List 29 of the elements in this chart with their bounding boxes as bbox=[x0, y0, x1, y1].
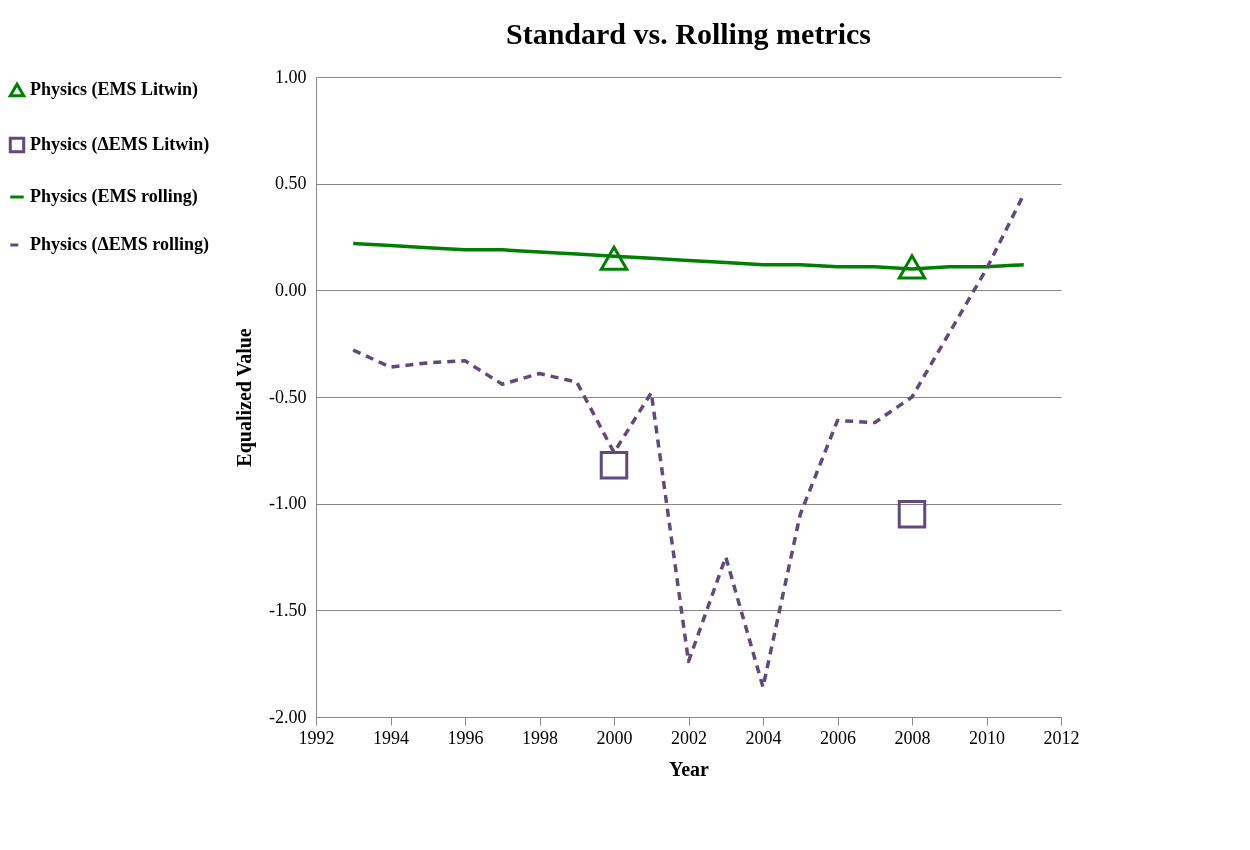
x-tick-label: 2012 bbox=[1043, 727, 1080, 748]
x-tick-label: 2002 bbox=[671, 727, 707, 748]
legend-label: Physics (ΔEMS Litwin) bbox=[30, 134, 210, 155]
x-tick-label: 1992 bbox=[298, 727, 335, 748]
y-tick-label: 1.00 bbox=[275, 66, 307, 87]
point bbox=[599, 451, 629, 480]
y-tick-label: -1.50 bbox=[269, 599, 307, 620]
legend-label: Physics (ΔEMS rolling) bbox=[30, 234, 209, 255]
x-tick-label: 2006 bbox=[820, 727, 856, 748]
legend-label: Physics (EMS Litwin) bbox=[30, 79, 199, 100]
legend-label: Physics (EMS rolling) bbox=[30, 186, 198, 207]
y-axis-title: Equalized Value bbox=[233, 328, 257, 467]
chart-title: Standard vs. Rolling metrics bbox=[505, 17, 872, 50]
y-tick-label: -1.00 bbox=[269, 493, 307, 514]
point bbox=[897, 254, 927, 280]
y-tick-label: 0.00 bbox=[275, 279, 307, 300]
x-tick-label: 1998 bbox=[522, 727, 558, 748]
x-tick-label: 2010 bbox=[969, 727, 1005, 748]
x-tick-label: 1996 bbox=[447, 727, 484, 748]
x-tick-label: 1994 bbox=[373, 727, 409, 748]
y-tick-label: 0.50 bbox=[275, 173, 307, 194]
y-tick-label: -2.00 bbox=[269, 706, 307, 727]
point bbox=[599, 245, 629, 271]
x-tick-label: 2008 bbox=[894, 727, 931, 748]
x-axis-title: Year bbox=[669, 757, 710, 780]
x-tick-label: 2000 bbox=[596, 727, 633, 748]
point bbox=[897, 500, 927, 529]
x-tick-label: 2004 bbox=[745, 727, 782, 748]
y-tick-label: -0.50 bbox=[269, 386, 307, 407]
